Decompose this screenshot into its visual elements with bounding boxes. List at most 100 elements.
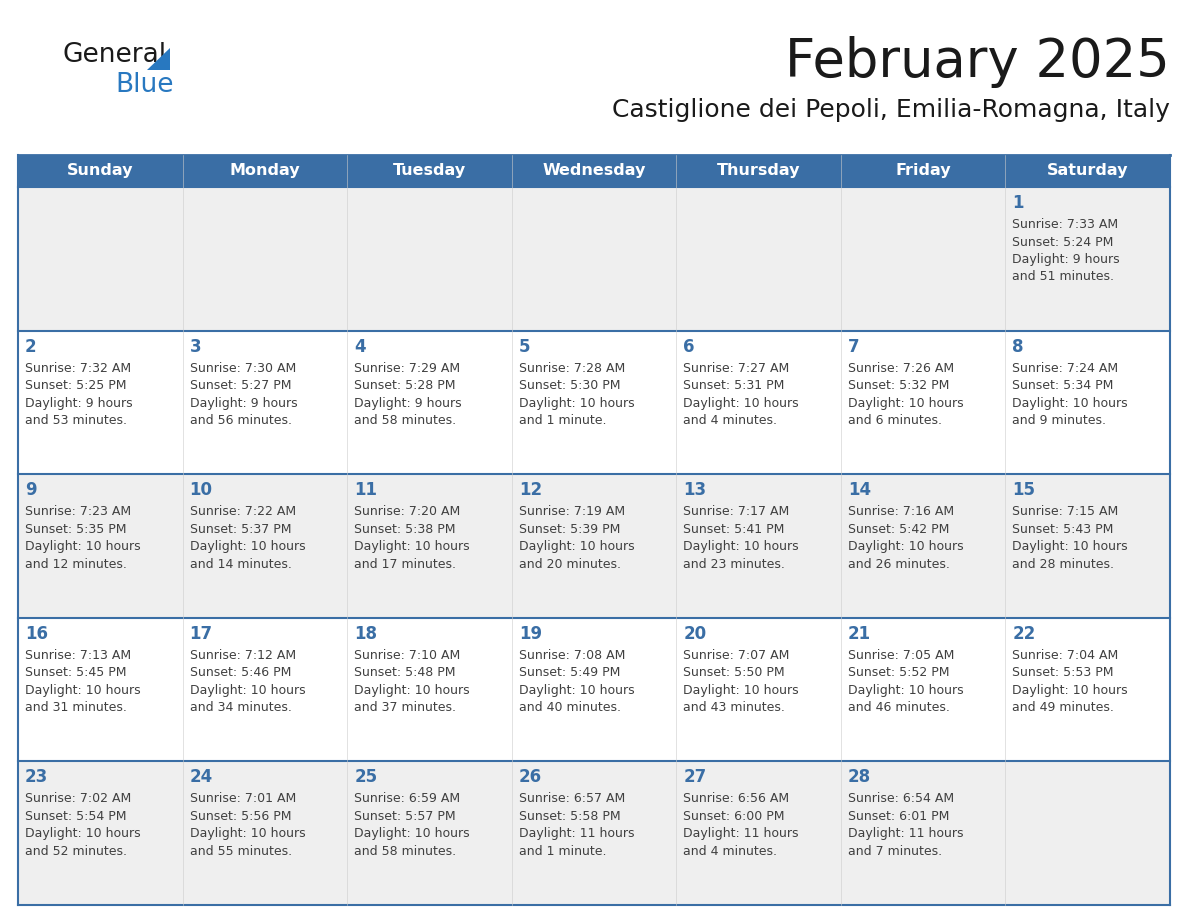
Text: Sunrise: 7:02 AM: Sunrise: 7:02 AM xyxy=(25,792,131,805)
Text: Sunset: 5:52 PM: Sunset: 5:52 PM xyxy=(848,666,949,679)
Text: and 23 minutes.: and 23 minutes. xyxy=(683,558,785,571)
Text: Daylight: 10 hours: Daylight: 10 hours xyxy=(519,684,634,697)
Text: and 26 minutes.: and 26 minutes. xyxy=(848,558,949,571)
Text: Sunset: 6:01 PM: Sunset: 6:01 PM xyxy=(848,810,949,823)
Text: 16: 16 xyxy=(25,625,48,643)
Text: Daylight: 10 hours: Daylight: 10 hours xyxy=(683,684,798,697)
Text: Daylight: 10 hours: Daylight: 10 hours xyxy=(519,540,634,554)
Text: Sunrise: 7:15 AM: Sunrise: 7:15 AM xyxy=(1012,505,1119,518)
Text: Sunset: 5:54 PM: Sunset: 5:54 PM xyxy=(25,810,126,823)
Text: 13: 13 xyxy=(683,481,707,499)
Text: Sunrise: 7:12 AM: Sunrise: 7:12 AM xyxy=(190,649,296,662)
Text: and 58 minutes.: and 58 minutes. xyxy=(354,845,456,858)
Text: Sunday: Sunday xyxy=(67,163,133,178)
Text: General: General xyxy=(62,42,166,68)
Text: Daylight: 10 hours: Daylight: 10 hours xyxy=(25,827,140,840)
Text: Sunset: 5:42 PM: Sunset: 5:42 PM xyxy=(848,522,949,536)
Text: Daylight: 9 hours: Daylight: 9 hours xyxy=(25,397,133,409)
Text: Sunset: 5:35 PM: Sunset: 5:35 PM xyxy=(25,522,126,536)
Text: Daylight: 10 hours: Daylight: 10 hours xyxy=(1012,540,1129,554)
Bar xyxy=(676,761,841,905)
Text: 27: 27 xyxy=(683,768,707,787)
Text: Blue: Blue xyxy=(115,72,173,98)
Text: Daylight: 11 hours: Daylight: 11 hours xyxy=(519,827,634,840)
Text: Sunrise: 7:27 AM: Sunrise: 7:27 AM xyxy=(683,362,790,375)
Text: and 1 minute.: and 1 minute. xyxy=(519,414,606,427)
Bar xyxy=(18,761,183,905)
Text: Sunrise: 7:05 AM: Sunrise: 7:05 AM xyxy=(848,649,954,662)
Text: Sunset: 5:25 PM: Sunset: 5:25 PM xyxy=(25,379,126,392)
Text: Sunset: 5:24 PM: Sunset: 5:24 PM xyxy=(1012,236,1114,249)
Text: and 53 minutes.: and 53 minutes. xyxy=(25,414,127,427)
Bar xyxy=(676,475,841,618)
Text: and 58 minutes.: and 58 minutes. xyxy=(354,414,456,427)
Bar xyxy=(512,330,676,475)
Bar xyxy=(347,187,512,330)
Text: Sunset: 5:37 PM: Sunset: 5:37 PM xyxy=(190,522,291,536)
Text: Sunset: 5:28 PM: Sunset: 5:28 PM xyxy=(354,379,456,392)
Bar xyxy=(841,761,1005,905)
Text: Daylight: 9 hours: Daylight: 9 hours xyxy=(1012,253,1120,266)
Bar xyxy=(1005,475,1170,618)
Text: Daylight: 10 hours: Daylight: 10 hours xyxy=(190,540,305,554)
Text: 21: 21 xyxy=(848,625,871,643)
Text: Daylight: 10 hours: Daylight: 10 hours xyxy=(683,540,798,554)
Text: Daylight: 10 hours: Daylight: 10 hours xyxy=(683,397,798,409)
Text: 4: 4 xyxy=(354,338,366,355)
Text: Sunrise: 7:07 AM: Sunrise: 7:07 AM xyxy=(683,649,790,662)
Text: and 28 minutes.: and 28 minutes. xyxy=(1012,558,1114,571)
Text: 22: 22 xyxy=(1012,625,1036,643)
Text: 11: 11 xyxy=(354,481,377,499)
Text: Sunset: 5:27 PM: Sunset: 5:27 PM xyxy=(190,379,291,392)
Text: 25: 25 xyxy=(354,768,378,787)
Text: Sunset: 5:43 PM: Sunset: 5:43 PM xyxy=(1012,522,1114,536)
Bar xyxy=(1005,761,1170,905)
Bar xyxy=(183,475,347,618)
Text: and 56 minutes.: and 56 minutes. xyxy=(190,414,291,427)
Polygon shape xyxy=(147,48,170,70)
Bar xyxy=(347,761,512,905)
Text: and 6 minutes.: and 6 minutes. xyxy=(848,414,942,427)
Text: Friday: Friday xyxy=(896,163,950,178)
Text: Sunset: 5:38 PM: Sunset: 5:38 PM xyxy=(354,522,456,536)
Text: and 52 minutes.: and 52 minutes. xyxy=(25,845,127,858)
Text: Thursday: Thursday xyxy=(716,163,801,178)
Text: Sunrise: 7:24 AM: Sunrise: 7:24 AM xyxy=(1012,362,1119,375)
Text: Sunrise: 7:08 AM: Sunrise: 7:08 AM xyxy=(519,649,625,662)
Text: 26: 26 xyxy=(519,768,542,787)
Text: 23: 23 xyxy=(25,768,49,787)
Text: Sunset: 5:53 PM: Sunset: 5:53 PM xyxy=(1012,666,1114,679)
Text: Sunset: 5:32 PM: Sunset: 5:32 PM xyxy=(848,379,949,392)
Text: Daylight: 10 hours: Daylight: 10 hours xyxy=(848,540,963,554)
Bar xyxy=(183,330,347,475)
Bar xyxy=(1005,330,1170,475)
Bar xyxy=(1005,155,1170,187)
Text: Sunrise: 6:54 AM: Sunrise: 6:54 AM xyxy=(848,792,954,805)
Text: Sunset: 5:34 PM: Sunset: 5:34 PM xyxy=(1012,379,1114,392)
Bar xyxy=(18,187,183,330)
Text: 14: 14 xyxy=(848,481,871,499)
Text: Sunset: 5:57 PM: Sunset: 5:57 PM xyxy=(354,810,456,823)
Bar xyxy=(347,475,512,618)
Text: 12: 12 xyxy=(519,481,542,499)
Text: and 1 minute.: and 1 minute. xyxy=(519,845,606,858)
Text: Saturday: Saturday xyxy=(1047,163,1129,178)
Bar xyxy=(841,330,1005,475)
Text: and 37 minutes.: and 37 minutes. xyxy=(354,701,456,714)
Bar xyxy=(841,187,1005,330)
Text: and 4 minutes.: and 4 minutes. xyxy=(683,845,777,858)
Text: and 55 minutes.: and 55 minutes. xyxy=(190,845,292,858)
Text: Sunset: 5:56 PM: Sunset: 5:56 PM xyxy=(190,810,291,823)
Text: Sunset: 5:58 PM: Sunset: 5:58 PM xyxy=(519,810,620,823)
Text: 9: 9 xyxy=(25,481,37,499)
Text: 7: 7 xyxy=(848,338,859,355)
Text: Daylight: 10 hours: Daylight: 10 hours xyxy=(190,827,305,840)
Text: Sunset: 5:48 PM: Sunset: 5:48 PM xyxy=(354,666,456,679)
Bar xyxy=(18,475,183,618)
Text: 8: 8 xyxy=(1012,338,1024,355)
Text: Monday: Monday xyxy=(229,163,301,178)
Bar xyxy=(347,330,512,475)
Text: Sunset: 5:45 PM: Sunset: 5:45 PM xyxy=(25,666,126,679)
Text: Sunrise: 7:32 AM: Sunrise: 7:32 AM xyxy=(25,362,131,375)
Text: and 9 minutes.: and 9 minutes. xyxy=(1012,414,1106,427)
